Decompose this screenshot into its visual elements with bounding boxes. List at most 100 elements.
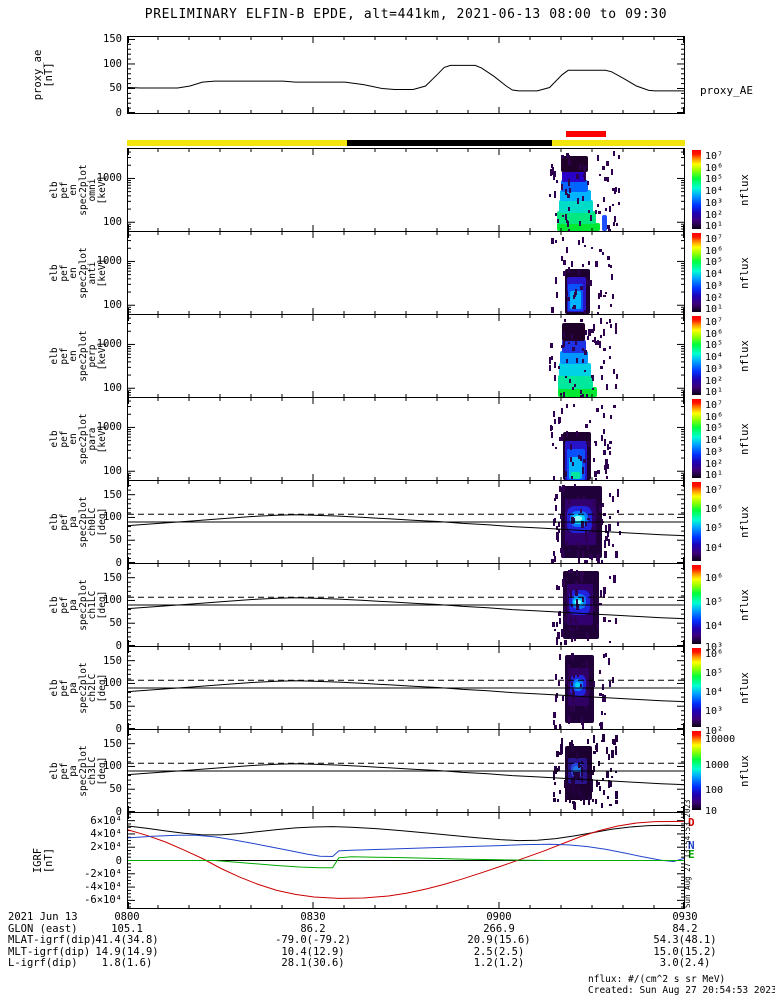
- speckle: [571, 462, 574, 466]
- speckle: [565, 375, 568, 378]
- spectrogram-blob: [570, 471, 580, 480]
- speckle: [594, 336, 597, 344]
- speckle: [591, 387, 594, 391]
- speckle: [572, 672, 575, 679]
- ytick-label: 50: [109, 700, 122, 713]
- speckle: [563, 779, 566, 788]
- ytick-label: 0: [115, 107, 122, 119]
- annotation-value: 86.2: [300, 922, 326, 935]
- speckle: [613, 575, 617, 583]
- speckle: [604, 524, 607, 533]
- speckle: [554, 556, 557, 563]
- speckle: [583, 796, 586, 805]
- speckle: [587, 543, 590, 549]
- speckle: [555, 526, 558, 531]
- speckle: [587, 765, 590, 772]
- speckle: [573, 777, 576, 787]
- speckle: [589, 419, 592, 424]
- colorbar-tick-label: 10⁶: [705, 162, 724, 174]
- speckle: [598, 553, 601, 559]
- speckle: [578, 455, 581, 460]
- collection-strip-segment: [127, 140, 348, 146]
- speckle: [577, 496, 580, 500]
- speckle: [606, 444, 609, 450]
- speckle: [558, 529, 561, 534]
- ytick-label: 0: [115, 723, 122, 735]
- colorbar-pa_ch0LC: [692, 482, 701, 561]
- ytick-label: 50: [109, 534, 122, 547]
- speckle: [582, 550, 585, 558]
- speckle: [555, 504, 558, 511]
- axis-label-igrf-line: [nT]: [43, 847, 55, 874]
- side-timestamp: Sun Aug 27 13:54:53 2023: [683, 799, 692, 908]
- speckle: [580, 792, 583, 802]
- colorbar-pa_ch3LC: [692, 731, 701, 810]
- speckle: [592, 750, 596, 754]
- axis-label-proxy_ae: proxy_ae [nT]: [32, 36, 55, 114]
- speckle: [550, 306, 554, 314]
- panel-axes-en_anti: [128, 232, 684, 314]
- annotation-value: 84.2: [672, 922, 698, 935]
- speckle: [598, 341, 601, 348]
- speckle: [573, 637, 576, 641]
- speckle: [591, 340, 595, 343]
- speckle: [561, 407, 564, 414]
- spectrogram-blob: [561, 180, 589, 192]
- speckle: [565, 755, 568, 759]
- speckle: [609, 767, 612, 773]
- speckle: [596, 742, 599, 753]
- ytick-label: 0: [115, 557, 122, 569]
- speckle: [564, 188, 567, 193]
- speckle: [573, 384, 576, 388]
- spectrogram-blob: [601, 214, 607, 231]
- speckle: [600, 590, 603, 598]
- colorbar-unit-pa_ch1LC: nflux: [739, 563, 751, 647]
- speckle: [611, 187, 614, 192]
- annotation-value: 1.8(1.6): [101, 957, 153, 970]
- speckle: [614, 735, 618, 743]
- speckle: [557, 219, 560, 224]
- speckle: [584, 330, 587, 335]
- speckle: [586, 441, 590, 445]
- speckle: [559, 653, 561, 660]
- speckle: [602, 359, 605, 364]
- speckle: [584, 705, 587, 710]
- speckle: [603, 550, 607, 559]
- speckle: [558, 417, 562, 424]
- speckle: [612, 150, 615, 157]
- spectrogram-blob: [573, 766, 581, 773]
- ytick-label: -4×10⁴: [84, 881, 122, 894]
- speckle: [583, 309, 586, 314]
- speckle: [598, 692, 602, 696]
- speckle: [567, 498, 570, 505]
- speckle: [609, 803, 613, 807]
- speckle: [554, 494, 558, 500]
- speckle: [607, 524, 611, 531]
- colorbar-tick-label: 10⁴: [705, 687, 724, 698]
- axis-label-en_omni-line: [keV]: [96, 175, 108, 205]
- speckle: [570, 516, 574, 524]
- speckle: [587, 210, 590, 214]
- speckle: [597, 211, 601, 214]
- speckle: [572, 689, 575, 695]
- speckle: [593, 441, 597, 444]
- ytick-label: 150: [103, 737, 122, 750]
- speckle: [553, 711, 557, 719]
- speckle: [562, 271, 566, 276]
- speckle: [598, 602, 602, 606]
- speckle: [565, 404, 568, 409]
- speckle: [561, 553, 564, 559]
- speckle: [568, 207, 571, 211]
- speckle: [599, 785, 602, 789]
- speckle: [580, 764, 583, 767]
- ytick-label: 50: [109, 783, 122, 796]
- speckle: [572, 801, 575, 805]
- colorbar-tick-label: 100: [705, 785, 724, 797]
- annotation-value: 15.0(15.2): [653, 945, 717, 958]
- speckle: [577, 761, 580, 768]
- speckle: [588, 441, 592, 448]
- speckle: [562, 551, 565, 558]
- annotation-row-label: GLON (east): [8, 922, 78, 935]
- panel-axes-en_omni: [128, 149, 684, 231]
- speckle: [610, 168, 613, 175]
